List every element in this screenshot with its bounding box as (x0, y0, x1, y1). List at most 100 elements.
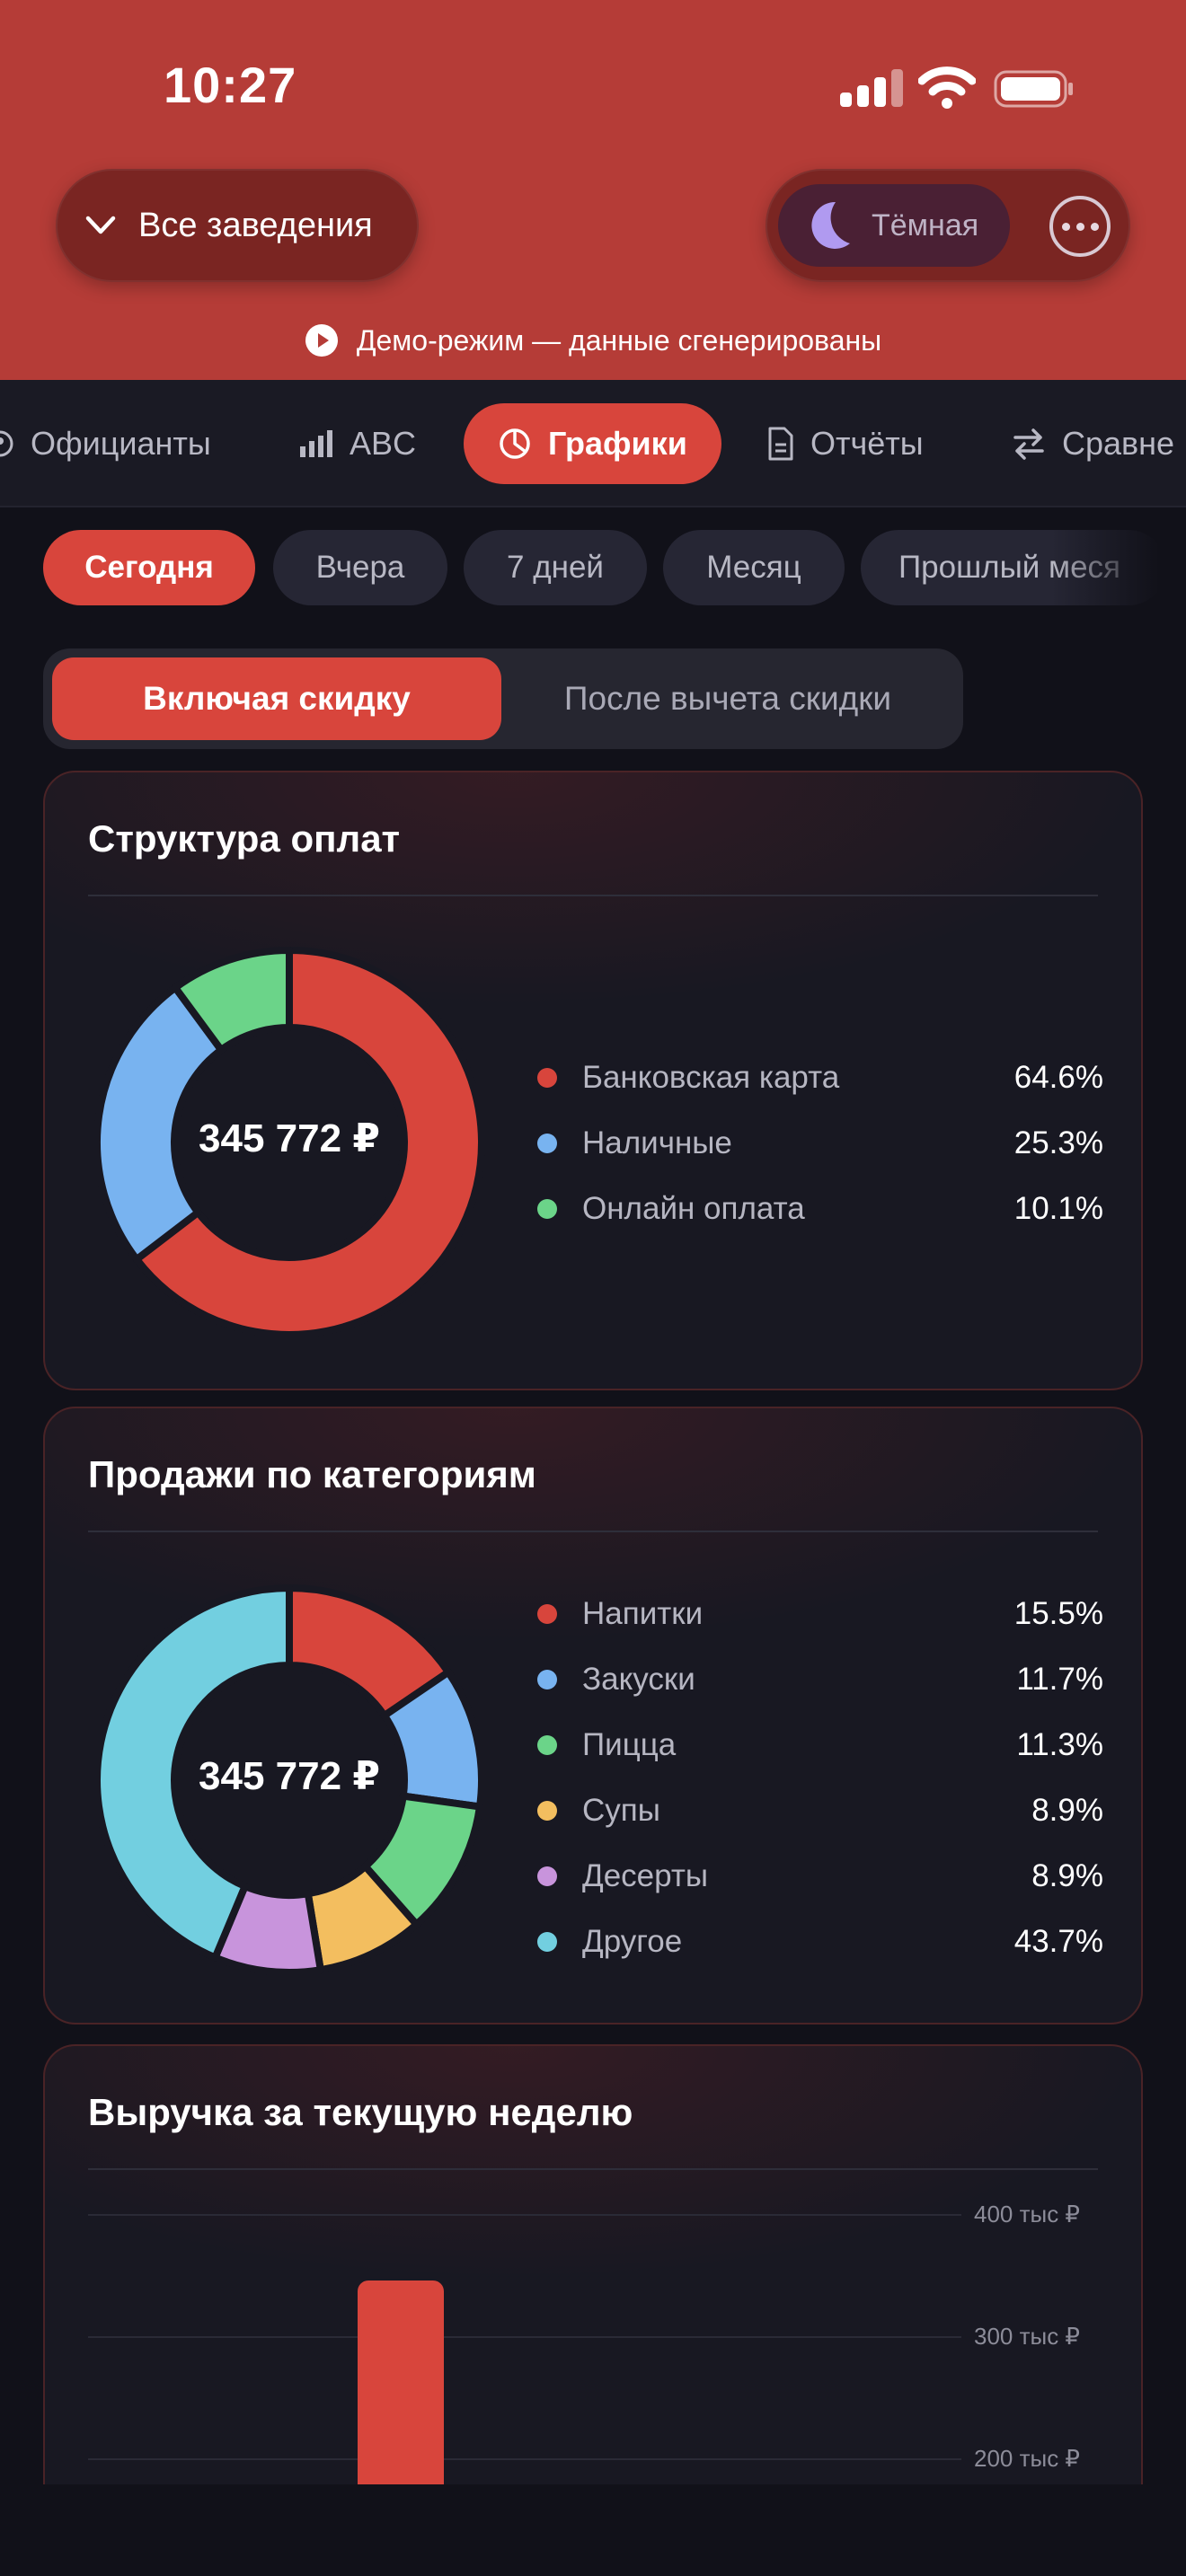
tab-abc[interactable]: ABC (299, 403, 416, 484)
legend-label: Супы (582, 1793, 660, 1828)
tab-waiters[interactable]: Официанты (0, 403, 211, 484)
legend-dot (537, 1134, 557, 1153)
battery-icon (994, 70, 1073, 108)
chips-fade (1051, 521, 1186, 611)
legend-value: 11.3% (1016, 1727, 1103, 1762)
donut-slice-1 (133, 947, 485, 1338)
divider (88, 895, 1098, 896)
legend-dot (537, 1670, 557, 1689)
grid-line (88, 2336, 961, 2338)
venue-selector[interactable]: Все заведения (56, 169, 419, 282)
tab-label: Отчёты (810, 425, 924, 462)
legend-dot (537, 1604, 557, 1624)
donut-slice-6 (93, 1584, 293, 1962)
theme-toggle-label: Тёмная (872, 207, 979, 243)
tab-label: Графики (548, 425, 687, 462)
more-options-button[interactable] (1049, 196, 1111, 257)
including-discount-option[interactable]: Включая скидку (52, 657, 501, 740)
tab-label: ABC (350, 425, 417, 462)
legend-value: 11.7% (1016, 1662, 1103, 1697)
legend-dot (537, 1735, 557, 1755)
legend-item: Банковская карта 64.6% (537, 1055, 1103, 1100)
category-sales-card: Продажи по категориям 345 772 ₽ Напитки 1… (43, 1407, 1143, 2025)
period-today[interactable]: Сегодня (43, 530, 255, 605)
discount-toggle: Включая скидку После вычета скидки (43, 648, 963, 749)
more-dot (1061, 222, 1070, 231)
legend-item: Пицца 11.3% (537, 1723, 1103, 1768)
tab-compare[interactable]: Сравне (1012, 403, 1174, 484)
period-7-days[interactable]: 7 дней (464, 530, 647, 605)
period-month[interactable]: Месяц (663, 530, 845, 605)
legend-label: Наличные (582, 1125, 732, 1160)
demo-notice: Демо-режим — данные сгенерированы (356, 323, 882, 357)
legend-value: 64.6% (1013, 1060, 1103, 1095)
legend-value: 8.9% (1031, 1793, 1103, 1828)
card-title: Структура оплат (88, 817, 401, 860)
legend-item: Онлайн оплата 10.1% (537, 1187, 1103, 1231)
y-tick-label: 400 тыс ₽ (974, 2201, 1080, 2228)
y-tick-label: 300 тыс ₽ (974, 2323, 1080, 2350)
legend-item: Закуски 11.7% (537, 1657, 1103, 1702)
legend-dot (537, 1932, 557, 1952)
waiters-icon (0, 430, 13, 457)
legend-item: Супы 8.9% (537, 1788, 1103, 1833)
period-label: Вчера (315, 550, 405, 585)
more-dot (1075, 222, 1084, 231)
payment-donut-chart (93, 947, 485, 1338)
category-total: 345 772 ₽ (199, 1754, 380, 1798)
legend-item: Десерты 8.9% (537, 1854, 1103, 1899)
legend-value: 8.9% (1031, 1858, 1103, 1893)
cellular-signal-icon (840, 67, 903, 107)
swap-icon (1013, 428, 1044, 460)
after-discount-option[interactable]: После вычета скидки (563, 680, 892, 717)
document-icon (768, 427, 793, 461)
tab-reports[interactable]: Отчёты (767, 403, 924, 484)
legend-dot (537, 1866, 557, 1886)
legend-value: 43.7% (1013, 1924, 1103, 1959)
legend-item: Напитки 15.5% (537, 1592, 1103, 1636)
tab-label: Официанты (31, 425, 211, 462)
bottom-area (0, 2484, 1186, 2576)
moon-icon (811, 201, 850, 249)
legend-value: 15.5% (1013, 1596, 1103, 1631)
legend-item: Другое 43.7% (537, 1919, 1103, 1964)
legend-value: 10.1% (1013, 1191, 1103, 1226)
payment-structure-card: Структура оплат 345 772 ₽ Банковская кар… (43, 771, 1143, 1390)
legend-label: Десерты (582, 1858, 709, 1893)
legend-dot (537, 1801, 557, 1821)
payment-total: 345 772 ₽ (199, 1116, 380, 1160)
legend-dot (537, 1068, 557, 1088)
status-time: 10:27 (164, 57, 297, 113)
divider (88, 1531, 1098, 1532)
donut-slice-3 (172, 947, 293, 1054)
chevron-down-icon (85, 216, 116, 234)
divider (88, 2168, 1098, 2170)
category-donut-chart (93, 1584, 485, 1976)
tab-label: Сравне (1062, 425, 1175, 462)
play-icon (305, 324, 338, 357)
venue-selector-label: Все заведения (138, 206, 373, 244)
wifi-icon (918, 66, 976, 109)
grid-line (88, 2214, 961, 2216)
more-dot (1090, 222, 1099, 231)
period-yesterday[interactable]: Вчера (273, 530, 447, 605)
demo-banner: Демо-режим — данные сгенерированы (0, 323, 1186, 357)
card-title: Продажи по категориям (88, 1453, 536, 1495)
legend-dot (537, 1199, 557, 1219)
legend-label: Закуски (582, 1662, 695, 1697)
theme-toggle-button[interactable]: Тёмная (778, 184, 1010, 267)
legend-value: 25.3% (1013, 1125, 1103, 1160)
legend-label: Онлайн оплата (582, 1191, 805, 1226)
period-label: 7 дней (507, 550, 604, 585)
grid-line (88, 2458, 961, 2460)
legend-label: Напитки (582, 1596, 704, 1631)
legend-label: Пицца (582, 1727, 677, 1762)
card-title: Выручка за текущую неделю (88, 2091, 633, 2133)
section-tabs: Официанты ABC Графики Отчёты Сравне (0, 380, 1186, 507)
legend-label: Другое (582, 1924, 683, 1959)
y-tick-label: 200 тыс ₽ (974, 2445, 1080, 2472)
tab-charts[interactable]: Графики (464, 403, 721, 484)
period-label: Сегодня (84, 550, 214, 585)
pie-chart-icon (500, 428, 530, 459)
period-label: Месяц (706, 550, 801, 585)
